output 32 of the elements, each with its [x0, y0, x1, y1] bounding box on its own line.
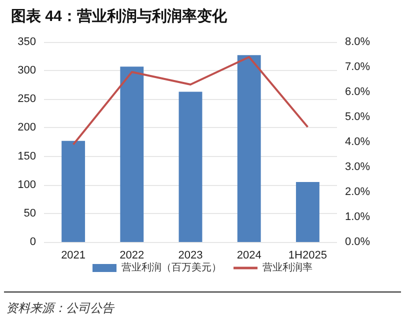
y-tick-label: 300 [18, 64, 36, 77]
y-tick-label: 350 [18, 36, 36, 48]
y2-tick-label: 2.0% [345, 186, 370, 198]
x-tick-label: 2023 [178, 250, 203, 262]
x-tick-label: 2022 [120, 250, 144, 262]
bar [237, 55, 261, 242]
text: 资料来源：公司公告 [6, 301, 115, 315]
y-tick-label: 250 [18, 93, 36, 106]
y2-tick-label: 7.0% [345, 61, 370, 73]
bar [62, 140, 86, 242]
bar [178, 92, 202, 242]
y-tick-label: 0 [30, 236, 36, 248]
y2-tick-label: 5.0% [345, 111, 370, 123]
y-tick-label: 100 [18, 178, 36, 191]
y2-tick-label: 6.0% [345, 86, 370, 98]
legend-label: 营业利润率 [262, 262, 312, 274]
y2-tick-label: 1.0% [345, 211, 370, 223]
y-tick-label: 200 [18, 122, 36, 134]
y-tick-label: 150 [18, 150, 36, 162]
y2-tick-label: 4.0% [345, 136, 370, 148]
line-series [72, 56, 309, 146]
y2-tick-label: 0.0% [345, 236, 370, 248]
x-tick-label: 2024 [236, 250, 262, 262]
chart-title: 图表 44：营业利润与利润率变化 [11, 7, 228, 25]
y2-tick-label: 8.0% [345, 36, 370, 48]
x-tick-label: 2021 [61, 250, 86, 262]
bar [296, 182, 320, 242]
y-tick-label: 50 [24, 207, 36, 220]
bar [120, 66, 144, 242]
legend-label: 营业利润（百万美元） [122, 262, 222, 274]
x-tick-label: 1H2025 [288, 250, 327, 262]
y2-tick-label: 3.0% [345, 161, 370, 173]
